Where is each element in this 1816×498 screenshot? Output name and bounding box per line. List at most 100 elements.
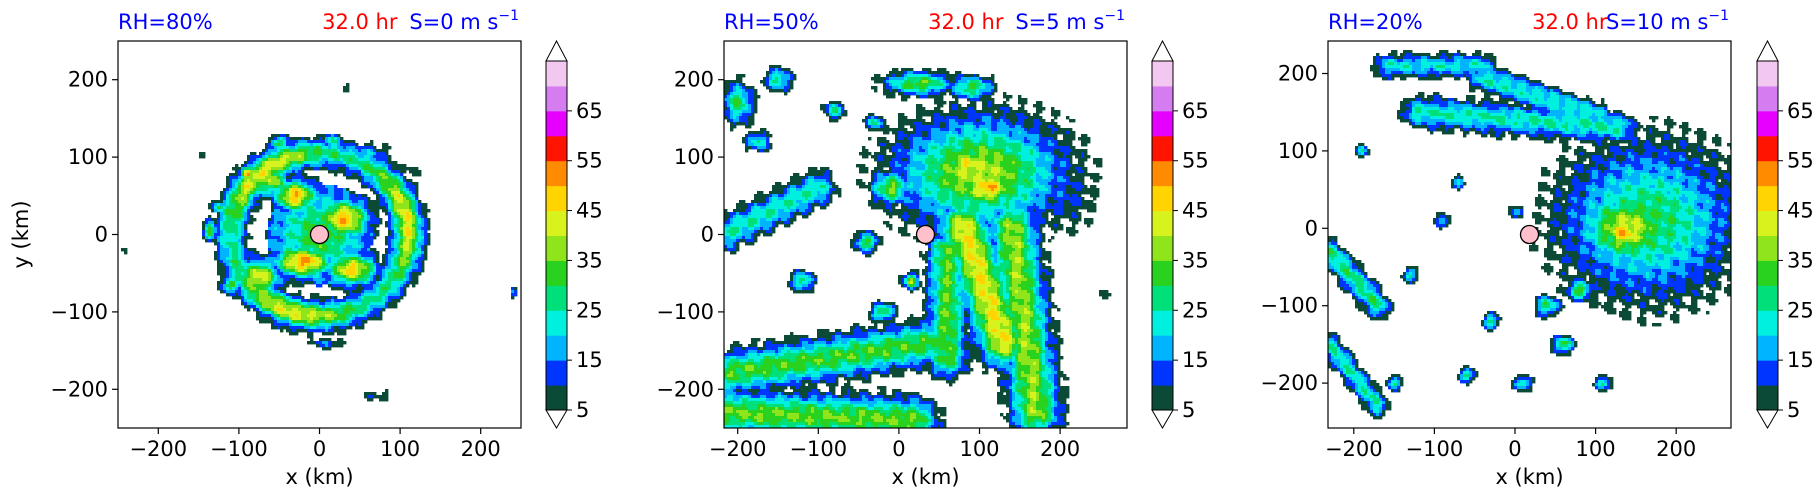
heatmap-cell <box>403 170 407 174</box>
heatmap-cell <box>724 110 728 114</box>
heatmap-cell <box>403 209 407 213</box>
heatmap-cell <box>268 302 272 306</box>
heatmap-cell <box>253 182 257 186</box>
heatmap-cell <box>418 200 422 204</box>
heatmap-cell <box>379 296 383 300</box>
heatmap-cell <box>985 125 989 129</box>
heatmap-cell <box>1033 128 1037 132</box>
heatmap-cell <box>892 74 896 78</box>
heatmap-cell <box>301 305 305 309</box>
heatmap-cell <box>976 74 980 78</box>
heatmap-cell <box>217 248 221 252</box>
heatmap-cell <box>343 212 347 216</box>
heatmap-cell <box>403 227 407 231</box>
heatmap-cell <box>298 260 302 264</box>
x-tick-label: 200 <box>461 437 501 461</box>
heatmap-cell <box>316 299 320 303</box>
heatmap-cell <box>241 194 245 198</box>
heatmap-cell <box>514 287 518 291</box>
heatmap-cell <box>268 224 272 228</box>
heatmap-cell <box>955 77 959 81</box>
heatmap-cell <box>349 242 353 246</box>
heatmap-cell <box>208 230 212 234</box>
heatmap-cell <box>295 164 299 168</box>
heatmap-rh50 <box>724 65 1112 428</box>
heatmap-cell <box>238 245 242 249</box>
heatmap-cell <box>328 161 332 165</box>
heatmap-cell <box>301 215 305 219</box>
heatmap-cell <box>352 269 356 273</box>
heatmap-cell <box>262 161 266 165</box>
heatmap-cell <box>295 230 299 234</box>
heatmap-cell <box>364 158 368 162</box>
heatmap-cell <box>334 212 338 216</box>
heatmap-cell <box>982 104 986 108</box>
heatmap-cell <box>1003 128 1007 132</box>
heatmap-cell <box>304 218 308 222</box>
heatmap-cell <box>427 236 431 240</box>
heatmap-cell <box>316 263 320 267</box>
heatmap-cell <box>283 278 287 282</box>
heatmap-cell <box>124 251 128 255</box>
heatmap-cell <box>313 314 317 318</box>
heatmap-cell <box>781 71 785 75</box>
heatmap-cell <box>319 221 323 225</box>
heatmap-cell <box>763 128 767 132</box>
heatmap-cell <box>244 293 248 297</box>
heatmap-cell <box>985 122 989 126</box>
heatmap-cell <box>886 74 890 78</box>
heatmap-cell <box>337 341 341 345</box>
heatmap-cell <box>352 149 356 153</box>
heatmap-cell <box>304 323 308 327</box>
heatmap-cell <box>340 230 344 234</box>
heatmap-cell <box>910 119 914 123</box>
heatmap-cell <box>349 164 353 168</box>
heatmap-cell <box>397 242 401 246</box>
heatmap-cell <box>331 170 335 174</box>
heatmap-cell <box>352 236 356 240</box>
heatmap-cell <box>955 119 959 123</box>
heatmap-cell <box>982 125 986 129</box>
heatmap-cell <box>760 134 764 138</box>
heatmap-cell <box>301 179 305 183</box>
heatmap-cell <box>298 257 302 261</box>
heatmap-cell <box>307 239 311 243</box>
heatmap-cell <box>1000 110 1004 114</box>
heatmap-cell <box>406 242 410 246</box>
heatmap-cell <box>361 269 365 273</box>
heatmap-cell <box>325 254 329 258</box>
heatmap-cell <box>280 296 284 300</box>
heatmap-cell <box>331 308 335 312</box>
heatmap-cell <box>334 167 338 171</box>
heatmap-cell <box>742 119 746 123</box>
heatmap-cell <box>1018 95 1022 99</box>
heatmap-cell <box>271 251 275 255</box>
heatmap-cell <box>835 116 839 120</box>
heatmap-cell <box>934 101 938 105</box>
heatmap-cell <box>280 170 284 174</box>
heatmap-cell <box>328 242 332 246</box>
heatmap-cell <box>331 191 335 195</box>
heatmap-cell <box>277 242 281 246</box>
colorbar-segment <box>546 85 567 112</box>
heatmap-cell <box>427 221 431 225</box>
heatmap-cell <box>343 260 347 264</box>
heatmap-cell <box>397 254 401 258</box>
heatmap-cell <box>280 161 284 165</box>
heatmap-cell <box>286 299 290 303</box>
heatmap-cell <box>229 287 233 291</box>
heatmap-cell <box>397 278 401 282</box>
heatmap-cell <box>340 248 344 252</box>
heatmap-cell <box>364 176 368 180</box>
heatmap-cell <box>934 116 938 120</box>
heatmap-cell <box>937 122 941 126</box>
colorbar-segment <box>546 185 567 212</box>
heatmap-cell <box>217 233 221 237</box>
heatmap-cell <box>274 170 278 174</box>
heatmap-cell <box>277 260 281 264</box>
heatmap-cell <box>334 158 338 162</box>
heatmap-cell <box>910 125 914 129</box>
heatmap-cell <box>955 74 959 78</box>
heatmap-cell <box>220 245 224 249</box>
heatmap-cell <box>379 185 383 189</box>
